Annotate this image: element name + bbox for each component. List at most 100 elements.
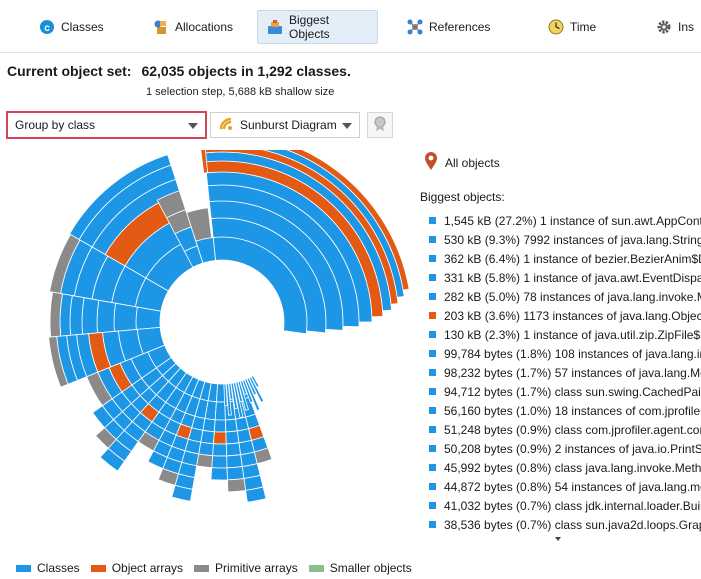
sunburst-segment[interactable] <box>96 299 117 334</box>
group-by-dropdown[interactable]: Group by class <box>6 111 207 139</box>
item-label: 38,536 bytes (0.7%) class sun.java2d.loo… <box>444 517 701 532</box>
biggest-object-item[interactable]: 51,248 bytes (0.9%) class com.jprofiler.… <box>429 420 701 439</box>
tab-label: References <box>429 20 491 34</box>
legend-label: Smaller objects <box>329 561 412 575</box>
sunburst-segment[interactable] <box>253 447 273 465</box>
item-label: 362 kB (6.4%) 1 instance of bezier.Bezie… <box>444 251 701 266</box>
sunburst-segment[interactable] <box>232 382 244 419</box>
sunburst-segment[interactable] <box>199 150 209 174</box>
sunburst-segment[interactable] <box>227 478 247 493</box>
sunburst-segment[interactable] <box>156 190 187 219</box>
biggest-object-item[interactable]: 50,208 bytes (0.9%) 2 instances of java.… <box>429 439 701 458</box>
sunburst-segment[interactable] <box>137 431 160 452</box>
sunburst-segment[interactable] <box>69 154 172 241</box>
svg-text:c: c <box>44 23 50 34</box>
clock-icon <box>548 19 564 35</box>
inspection-filter-button[interactable] <box>367 112 393 138</box>
sunburst-segment[interactable] <box>226 454 243 469</box>
sunburst-segment[interactable] <box>237 380 249 411</box>
all-objects-breadcrumb[interactable]: All objects <box>424 151 500 174</box>
sunburst-segment[interactable] <box>147 450 168 470</box>
biggest-object-item[interactable]: 38,536 bytes (0.7%) class sun.java2d.loo… <box>429 515 701 534</box>
legend-swatch <box>194 564 210 572</box>
item-color-marker <box>429 274 436 281</box>
sunburst-segment[interactable] <box>202 150 410 291</box>
item-color-marker <box>429 426 436 433</box>
item-label: 99,784 bytes (1.8%) 108 instances of jav… <box>444 346 701 361</box>
sunburst-segment[interactable] <box>212 443 228 457</box>
sunburst-segment[interactable] <box>48 336 69 388</box>
biggest-object-item[interactable]: 44,872 bytes (0.8%) 54 instances of java… <box>429 477 701 496</box>
sunburst-segment[interactable] <box>223 383 228 407</box>
sunburst-segment[interactable] <box>202 418 216 433</box>
sunburst-segment[interactable] <box>225 442 242 457</box>
item-label: 98,232 bytes (1.7%) 57 instances of java… <box>444 365 701 380</box>
item-label: 203 kB (3.6%) 1173 instances of java.lan… <box>444 308 701 323</box>
biggest-object-item[interactable]: 41,032 bytes (0.7%) class jdk.internal.l… <box>429 496 701 515</box>
legend-label: Primitive arrays <box>215 561 298 575</box>
sunburst-segment[interactable] <box>86 371 113 407</box>
sunburst-segment[interactable] <box>235 381 244 403</box>
sunburst-segment[interactable] <box>196 453 214 469</box>
sunburst-segment[interactable] <box>81 297 100 335</box>
biggest-object-item[interactable]: 99,784 bytes (1.8%) 108 instances of jav… <box>429 344 701 363</box>
sunburst-segment[interactable] <box>200 429 215 445</box>
sunburst-segment[interactable] <box>225 430 240 445</box>
biggest-object-item[interactable]: 45,992 bytes (0.8%) class java.lang.invo… <box>429 458 701 477</box>
tab-time[interactable]: Time <box>539 10 605 44</box>
sunburst-segment[interactable] <box>246 377 258 396</box>
sunburst-segment[interactable] <box>239 380 248 396</box>
sunburst-segment[interactable] <box>211 455 228 469</box>
sunburst-segment[interactable] <box>210 467 228 481</box>
tab-allocations[interactable]: Allocations <box>144 10 242 44</box>
sunburst-diagram[interactable] <box>0 150 410 550</box>
sunburst-segment[interactable] <box>250 375 260 388</box>
biggest-object-item[interactable]: 331 kB (5.8%) 1 instance of java.awt.Eve… <box>429 268 701 287</box>
sunburst-segment[interactable] <box>113 302 138 332</box>
biggest-object-item[interactable]: 1,545 kB (27.2%) 1 instance of sun.awt.A… <box>429 211 701 230</box>
sunburst-segment[interactable] <box>171 484 193 502</box>
sunburst-segment[interactable] <box>228 382 234 400</box>
sunburst-segment[interactable] <box>198 441 214 457</box>
biggest-object-item[interactable]: 130 kB (2.3%) 1 instance of java.util.zi… <box>429 325 701 344</box>
sunburst-segment[interactable] <box>49 233 81 294</box>
sunburst-segment[interactable] <box>99 447 126 472</box>
biggest-object-item[interactable]: 362 kB (6.4%) 1 instance of bezier.Bezie… <box>429 249 701 268</box>
biggest-object-item[interactable]: 98,232 bytes (1.7%) 57 instances of java… <box>429 363 701 382</box>
sunburst-segment[interactable] <box>215 383 226 403</box>
tab-biggest-objects[interactable]: Biggest Objects <box>257 10 378 44</box>
sunburst-segment[interactable] <box>135 306 162 330</box>
visualization-dropdown[interactable]: Sunburst Diagram <box>210 112 360 138</box>
sunburst-segment[interactable] <box>185 207 213 242</box>
item-color-marker <box>429 502 436 509</box>
sunburst-segment[interactable] <box>213 419 227 433</box>
heading-label: Current object set: <box>7 63 132 79</box>
biggest-object-item[interactable]: 530 kB (9.3%) 7992 instances of java.lan… <box>429 230 701 249</box>
sunburst-center[interactable] <box>162 262 282 382</box>
biggest-object-item[interactable]: 203 kB (3.6%) 1173 instances of java.lan… <box>429 306 701 325</box>
gear-icon <box>656 19 672 35</box>
sunburst-segment[interactable] <box>226 466 245 481</box>
sunburst-segment[interactable] <box>92 405 115 429</box>
biggest-objects-list: 1,545 kB (27.2%) 1 instance of sun.awt.A… <box>429 211 701 539</box>
tab-classes[interactable]: c Classes <box>30 10 113 44</box>
sunburst-segment[interactable] <box>95 427 117 449</box>
sunburst-segment[interactable] <box>245 486 267 503</box>
item-color-marker <box>429 236 436 243</box>
sunburst-segment[interactable] <box>248 376 265 403</box>
sunburst-segment[interactable] <box>49 291 63 338</box>
biggest-objects-title: Biggest objects: <box>420 190 505 204</box>
biggest-object-item[interactable]: 56,160 bytes (1.0%) 18 instances of com.… <box>429 401 701 420</box>
biggest-object-item[interactable]: 282 kB (5.0%) 78 instances of java.lang.… <box>429 287 701 306</box>
tab-references[interactable]: References <box>398 10 499 44</box>
sunburst-segment[interactable] <box>244 378 261 412</box>
biggest-object-item[interactable]: 94,712 bytes (1.7%) class sun.swing.Cach… <box>429 382 701 401</box>
sunburst-segment[interactable] <box>225 383 232 416</box>
sunburst-segment[interactable] <box>69 295 85 336</box>
sunburst-segment[interactable] <box>213 431 227 445</box>
sunburst-segment[interactable] <box>242 379 254 404</box>
sunburst-segment[interactable] <box>230 382 238 410</box>
sunburst-segment[interactable] <box>157 467 179 486</box>
tab-inspections[interactable]: Ins <box>647 10 701 44</box>
sunburst-segment[interactable] <box>214 401 226 421</box>
